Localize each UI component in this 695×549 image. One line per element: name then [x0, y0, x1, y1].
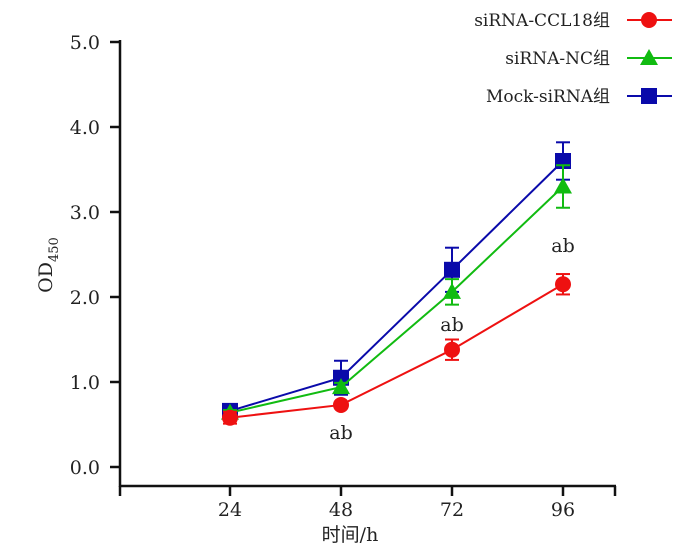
x-tick-label: 72 — [440, 499, 464, 521]
data-point — [333, 396, 349, 413]
annotation-label: ab — [551, 235, 575, 257]
series-group: ab ab ab — [221, 141, 575, 444]
data-point — [333, 369, 349, 386]
legend-label: Mock-siRNA组 — [486, 87, 610, 107]
series-line — [229, 160, 564, 412]
y-tick-label: 0.0 — [70, 457, 100, 479]
legend-label: siRNA-NC组 — [505, 49, 610, 69]
y-tick-label: 2.0 — [70, 287, 100, 309]
legend-marker — [641, 12, 657, 28]
data-point — [332, 378, 350, 395]
data-point — [222, 409, 238, 426]
data-point — [554, 177, 572, 194]
data-point — [443, 282, 461, 299]
x-axis-label: 时间/h — [322, 524, 379, 546]
legend-marker — [641, 88, 657, 104]
series-square — [222, 141, 571, 419]
annotation-label: ab — [329, 422, 353, 444]
data-point — [444, 341, 460, 358]
y-axis-label: OD450 — [35, 237, 62, 293]
axes: 0.0 1.0 2.0 3.0 4.0 5.0 24 48 72 96 — [70, 32, 617, 521]
x-tick-label: 48 — [329, 499, 353, 521]
y-tick-label: 3.0 — [70, 202, 100, 224]
data-point — [555, 276, 571, 293]
legend-label: siRNA-CCL18组 — [474, 11, 610, 31]
y-tick-label: 4.0 — [70, 117, 100, 139]
legend-marker — [640, 49, 658, 65]
series-line — [229, 283, 564, 419]
legend: siRNA-CCL18组 siRNA-NC组 Mock-siRNA组 — [474, 11, 672, 107]
y-tick-label: 1.0 — [70, 372, 100, 394]
annotation-label: ab — [440, 314, 464, 336]
series-line — [229, 185, 564, 414]
x-tick-label: 96 — [551, 499, 575, 521]
x-tick-label: 24 — [218, 499, 242, 521]
y-tick-label: 5.0 — [70, 32, 100, 54]
series-circle — [222, 273, 571, 426]
data-point — [444, 261, 460, 278]
